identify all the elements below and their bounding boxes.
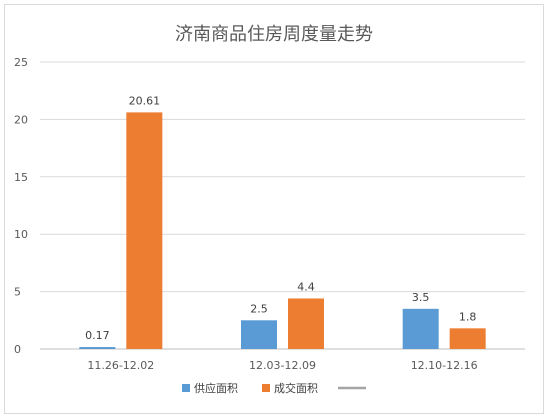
- x-tick-label: 12.03-12.09: [249, 359, 316, 372]
- bar: [449, 328, 486, 349]
- data-label: 20.61: [129, 94, 161, 107]
- legend: 供应面积 成交面积: [182, 381, 366, 395]
- data-label: 3.5: [412, 291, 430, 304]
- y-tick-label: 15: [14, 171, 28, 184]
- y-tick-label: 20: [14, 113, 28, 126]
- y-axis-ticks: 0 5 10 15 20 25: [14, 56, 28, 356]
- y-tick-label: 0: [14, 343, 21, 356]
- bar: [402, 308, 439, 349]
- bar: [241, 320, 277, 349]
- x-tick-label: 12.10-12.16: [411, 359, 478, 372]
- data-label: 0.17: [85, 329, 110, 342]
- chart-title: 济南商品住房周度量走势: [175, 24, 373, 45]
- data-labels: 0.17 20.61 2.5 4.4 3.5 1.8: [85, 94, 476, 342]
- bars: [79, 112, 486, 349]
- data-label: 2.5: [250, 302, 268, 315]
- y-tick-label: 10: [14, 228, 28, 241]
- y-tick-label: 5: [14, 286, 21, 299]
- data-label: 1.8: [459, 310, 477, 323]
- x-axis-ticks: 11.26-12.02 12.03-12.09 12.10-12.16: [87, 359, 477, 372]
- bar: [288, 298, 324, 349]
- legend-swatch: [182, 384, 190, 392]
- x-tick-label: 11.26-12.02: [87, 359, 154, 372]
- bar: [79, 347, 116, 349]
- legend-label: 成交面积: [274, 381, 318, 395]
- gridlines: [40, 61, 525, 350]
- legend-swatch: [262, 384, 270, 392]
- data-label: 4.4: [297, 280, 315, 293]
- bar: [126, 112, 163, 349]
- y-tick-label: 25: [14, 56, 28, 69]
- legend-label: 供应面积: [194, 381, 238, 395]
